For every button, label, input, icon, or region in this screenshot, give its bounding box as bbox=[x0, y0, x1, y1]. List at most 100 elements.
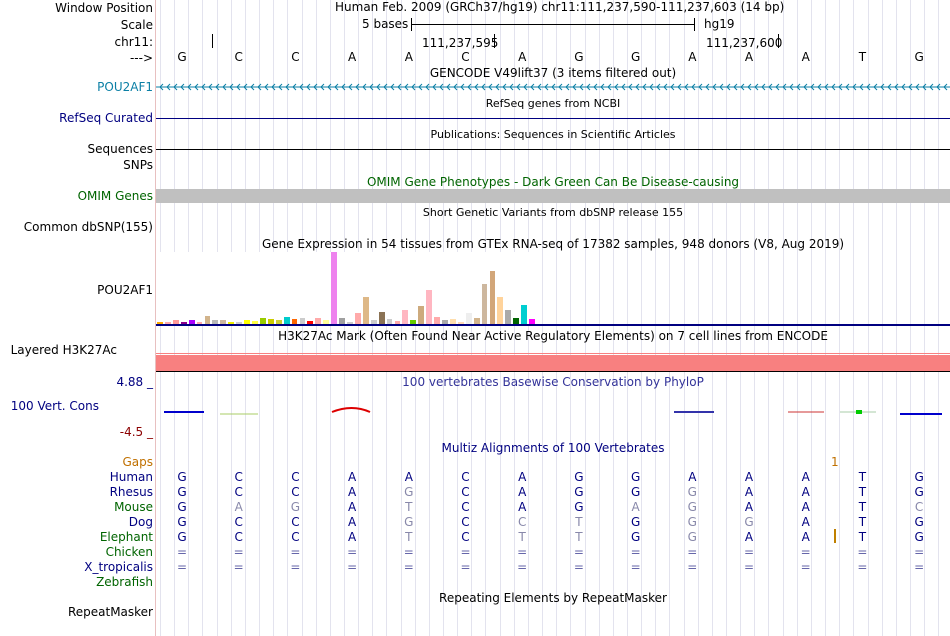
gtex-tissue-bar[interactable] bbox=[331, 252, 338, 324]
reference-base: G bbox=[630, 50, 641, 64]
gtex-tissue-bar[interactable] bbox=[267, 318, 274, 324]
aligned-base: A bbox=[744, 485, 754, 499]
gtex-tissue-bar[interactable] bbox=[362, 297, 369, 324]
gtex-tissue-bar[interactable] bbox=[465, 313, 472, 324]
aligned-base: A bbox=[801, 500, 810, 514]
species-label[interactable]: Human bbox=[109, 470, 153, 484]
gtex-tissue-bar[interactable] bbox=[402, 309, 409, 324]
aligned-base: A bbox=[518, 485, 527, 499]
gtex-tissue-bar[interactable] bbox=[529, 318, 535, 324]
aligned-base: A bbox=[518, 500, 527, 514]
gtex-tissue-bar[interactable] bbox=[299, 318, 306, 324]
refseq-track-label[interactable]: RefSeq Curated bbox=[59, 111, 153, 125]
gtex-tissue-bar[interactable] bbox=[188, 320, 195, 324]
gtex-tissue-bar[interactable] bbox=[394, 321, 401, 324]
gtex-tissue-bar[interactable] bbox=[228, 322, 235, 324]
gtex-tissue-bar[interactable] bbox=[505, 310, 512, 324]
gtex-tissue-bar[interactable] bbox=[291, 318, 298, 324]
gtex-track-label[interactable]: POU2AF1 bbox=[97, 283, 153, 297]
phylop-conservation-plot[interactable] bbox=[156, 400, 950, 424]
aligned-base: G bbox=[914, 485, 924, 499]
species-label[interactable]: Mouse bbox=[114, 500, 153, 514]
snps-track-label[interactable]: SNPs bbox=[123, 158, 153, 172]
gtex-tissue-bar[interactable] bbox=[259, 317, 266, 324]
gtex-tissue-bar[interactable] bbox=[236, 321, 243, 324]
gtex-tissue-bar[interactable] bbox=[489, 270, 496, 324]
gtex-tissue-bar[interactable] bbox=[339, 318, 345, 324]
gencode-gene-feature[interactable] bbox=[156, 81, 950, 93]
omim-track-label[interactable]: OMIM Genes bbox=[77, 189, 153, 203]
gtex-expression-chart[interactable] bbox=[156, 252, 536, 324]
gtex-tissue-bar[interactable] bbox=[220, 319, 227, 324]
refseq-gene-feature[interactable] bbox=[156, 118, 950, 119]
gtex-tissue-bar[interactable] bbox=[157, 321, 163, 324]
gtex-tissue-bar[interactable] bbox=[347, 321, 353, 324]
gtex-tissue-bar[interactable] bbox=[449, 318, 456, 324]
aligned-base: G bbox=[574, 500, 584, 514]
aligned-base: A bbox=[801, 515, 810, 529]
gtex-tissue-bar[interactable] bbox=[457, 321, 464, 324]
gtex-tissue-bar[interactable] bbox=[442, 320, 448, 324]
gtex-tissue-bar[interactable] bbox=[370, 319, 377, 324]
aligned-base: = bbox=[914, 560, 925, 574]
strand-label: ---> bbox=[129, 51, 153, 65]
gtex-tissue-bar[interactable] bbox=[323, 320, 330, 324]
aligned-base: C bbox=[234, 530, 243, 544]
species-label[interactable]: Rhesus bbox=[109, 485, 153, 499]
gtex-tissue-bar[interactable] bbox=[204, 316, 211, 324]
aligned-base: A bbox=[744, 470, 754, 484]
gtex-tissue-bar[interactable] bbox=[473, 318, 480, 324]
gtex-tissue-bar[interactable] bbox=[410, 319, 417, 324]
h3k27ac-signal[interactable] bbox=[156, 355, 950, 371]
phylop-track-label[interactable]: 100 Vert. Cons bbox=[10, 399, 99, 413]
species-label[interactable]: Dog bbox=[128, 515, 153, 529]
gtex-tissue-bar[interactable] bbox=[283, 316, 290, 324]
gtex-tissue-bar[interactable] bbox=[212, 319, 219, 324]
gtex-tissue-bar[interactable] bbox=[164, 321, 171, 324]
grid-line bbox=[570, 0, 572, 636]
h3k27ac-track-label[interactable]: Layered H3K27Ac bbox=[10, 343, 117, 357]
gtex-tissue-bar[interactable] bbox=[252, 321, 258, 324]
gtex-tissue-bar[interactable] bbox=[196, 322, 203, 324]
gtex-tissue-bar[interactable] bbox=[172, 320, 179, 324]
publications-track-label[interactable]: Sequences bbox=[87, 142, 153, 156]
aligned-base: C bbox=[291, 485, 300, 499]
gtex-tissue-bar[interactable] bbox=[180, 321, 187, 324]
grid-line bbox=[598, 0, 600, 636]
reference-base: C bbox=[461, 50, 470, 64]
aligned-base: A bbox=[404, 470, 413, 484]
species-label[interactable]: X_tropicalis bbox=[84, 560, 153, 574]
refseq-track-title: RefSeq genes from NCBI bbox=[485, 97, 621, 110]
gtex-tissue-bar[interactable] bbox=[386, 318, 393, 324]
gtex-tissue-bar[interactable] bbox=[315, 318, 322, 324]
multiz-track-title: Multiz Alignments of 100 Vertebrates bbox=[441, 441, 665, 455]
gtex-tissue-bar[interactable] bbox=[521, 305, 528, 324]
phylop-segment bbox=[856, 410, 862, 414]
gtex-tissue-bar[interactable] bbox=[307, 321, 314, 324]
gtex-tissue-bar[interactable] bbox=[244, 320, 250, 324]
gtex-tissue-bar[interactable] bbox=[497, 296, 504, 324]
species-label[interactable]: Zebrafish bbox=[96, 575, 153, 589]
track-labels-column: Window Position Scale chr11: ---> POU2AF… bbox=[0, 0, 155, 636]
species-label[interactable]: Elephant bbox=[99, 530, 153, 544]
repeatmasker-track-label[interactable]: RepeatMasker bbox=[67, 605, 153, 619]
gtex-tissue-bar[interactable] bbox=[513, 317, 520, 324]
gtex-tissue-bar[interactable] bbox=[378, 312, 385, 324]
gtex-tissue-bar[interactable] bbox=[481, 284, 488, 324]
gtex-tissue-bar[interactable] bbox=[275, 319, 282, 324]
gtex-tissue-bar[interactable] bbox=[354, 313, 361, 324]
gtex-tissue-bar[interactable] bbox=[418, 306, 425, 324]
gtex-baseline bbox=[156, 324, 950, 326]
aligned-base: A bbox=[518, 470, 527, 484]
aligned-base: T bbox=[858, 500, 867, 514]
dbsnp-track-label[interactable]: Common dbSNP(155) bbox=[23, 220, 153, 234]
aligned-base: A bbox=[347, 470, 357, 484]
publications-feature[interactable] bbox=[156, 149, 950, 150]
aligned-base: G bbox=[744, 515, 754, 529]
aligned-base: G bbox=[630, 530, 641, 544]
gtex-tissue-bar[interactable] bbox=[434, 316, 440, 324]
species-label[interactable]: Chicken bbox=[105, 545, 153, 559]
gtex-tissue-bar[interactable] bbox=[426, 290, 433, 324]
gencode-track-label[interactable]: POU2AF1 bbox=[97, 80, 153, 94]
omim-feature-bar[interactable] bbox=[156, 189, 950, 203]
